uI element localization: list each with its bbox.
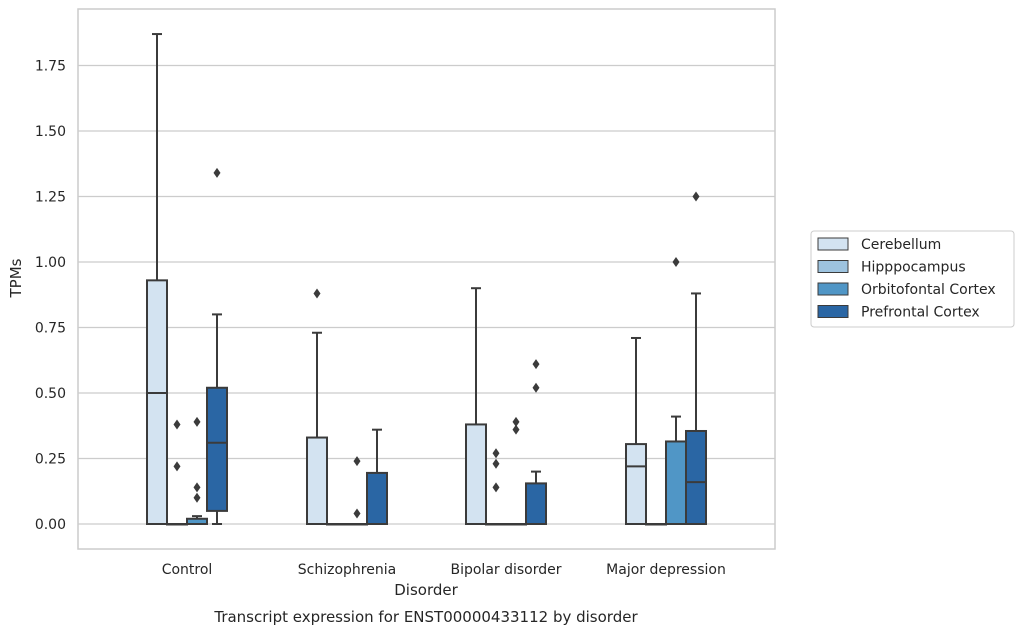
box-body <box>306 436 328 526</box>
legend-item: Orbitofontal Cortex <box>817 282 996 298</box>
legend-item: Cerebellum <box>817 237 941 253</box>
legend-label: Hipppocampus <box>861 260 966 276</box>
y-tick-label: 0.75 <box>35 321 66 337</box>
outlier-point <box>512 416 520 427</box>
plot-frame <box>77 8 776 550</box>
box-body <box>146 279 168 525</box>
legend: Cerebellum Hipppocampus Orbitofontal Corte… <box>810 230 1015 328</box>
y-tick-label: 1.25 <box>35 190 66 206</box>
outlier-point <box>173 419 181 430</box>
box-mark <box>465 287 487 525</box>
box-body <box>525 482 547 526</box>
box-mark <box>525 359 547 526</box>
y-tick-label: 0.50 <box>35 386 66 402</box>
y-axis-ticks: 0.00 0.25 0.50 0.75 1.00 1.25 1.50 1.75 <box>35 59 66 534</box>
legend-items: Cerebellum Hipppocampus Orbitofontal Corte… <box>817 237 996 321</box>
box-mark <box>186 416 208 526</box>
box-mark <box>366 428 388 526</box>
box-body <box>366 471 388 526</box>
outlier-point <box>173 461 181 472</box>
outlier-point <box>213 167 221 178</box>
y-axis-label: TPMs <box>7 258 25 298</box>
series-group <box>166 419 667 526</box>
legend-swatch <box>817 237 849 251</box>
box-mark <box>346 456 368 526</box>
y-tick-label: 0.25 <box>35 452 66 468</box>
x-tick-label: Schizophrenia <box>298 562 396 578</box>
outlier-point <box>692 191 700 202</box>
series-group <box>146 33 647 526</box>
y-tick-label: 1.75 <box>35 59 66 75</box>
box-body <box>465 423 487 525</box>
legend-item: Hipppocampus <box>817 260 966 276</box>
box-mark <box>146 33 168 525</box>
x-tick-label: Bipolar disorder <box>450 562 561 578</box>
box-mark <box>665 257 687 525</box>
x-tick-label: Control <box>162 562 213 578</box>
box-mark <box>505 416 527 526</box>
box-series <box>146 33 707 526</box>
outlier-point <box>193 482 201 493</box>
outlier-point <box>532 359 540 370</box>
box-body <box>685 429 707 525</box>
box-body <box>665 440 687 525</box>
grid-lines <box>78 64 775 525</box>
series-group <box>206 167 707 526</box>
outlier-point <box>193 492 201 503</box>
outlier-point <box>492 448 500 459</box>
outlier-point <box>532 382 540 393</box>
x-tick-label: Major depression <box>606 562 726 578</box>
outlier-point <box>492 458 500 469</box>
outlier-point <box>672 257 680 267</box>
box-mark <box>166 419 188 526</box>
legend-label: Cerebellum <box>861 237 941 253</box>
legend-frame <box>810 230 1015 328</box>
x-axis-ticks: Control Schizophrenia Bipolar disorder Majo… <box>162 562 726 578</box>
outlier-point <box>492 482 500 493</box>
box-mark <box>485 448 507 526</box>
x-axis-label: Disorder <box>394 581 458 599</box>
box-body <box>625 443 647 525</box>
series-group <box>186 257 687 526</box>
y-tick-label: 1.50 <box>35 124 66 140</box>
box-mark <box>206 167 228 525</box>
outlier-point <box>193 416 201 427</box>
chart-caption: Transcript expression for ENST0000043311… <box>213 608 638 626</box>
outlier-point <box>313 288 321 299</box>
legend-swatch <box>817 305 849 318</box>
box-mark <box>625 336 647 525</box>
legend-swatch <box>817 260 849 273</box>
box-mark <box>306 288 328 526</box>
box-mark <box>326 523 348 526</box>
box-mark <box>645 523 667 526</box>
outlier-point <box>353 508 361 519</box>
legend-label: Orbitofontal Cortex <box>861 282 996 298</box>
box-mark <box>685 191 707 525</box>
outlier-point <box>353 456 361 467</box>
outlier-point <box>512 424 520 435</box>
y-tick-label: 1.00 <box>35 255 66 271</box>
legend-item: Prefrontal Cortex <box>817 305 980 321</box>
y-tick-label: 0.00 <box>35 517 66 533</box>
legend-label: Prefrontal Cortex <box>861 305 980 321</box>
legend-swatch <box>817 282 849 296</box>
box-body <box>206 386 228 512</box>
